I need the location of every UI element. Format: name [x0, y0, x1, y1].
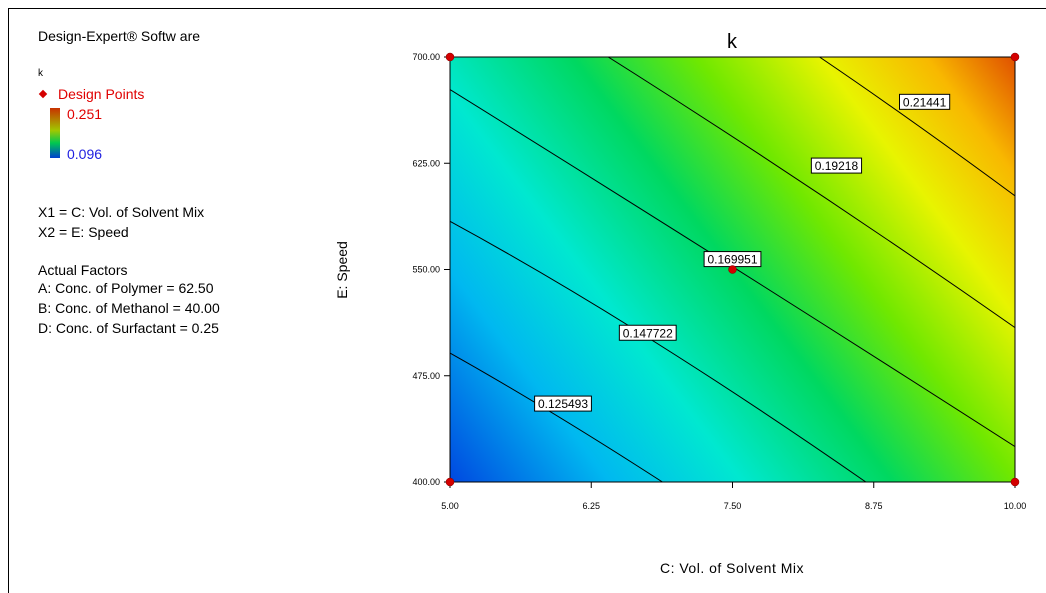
x1-factor: X1 = C: Vol. of Solvent Mix [38, 204, 205, 220]
design-point [445, 52, 455, 62]
scale-high-value: 0.251 [67, 106, 103, 122]
contour-line [819, 57, 1015, 197]
y-tick-label: 625.00 [412, 158, 440, 168]
x-tick-label: 7.50 [724, 501, 742, 511]
x-tick-label: 10.00 [1004, 501, 1027, 511]
contour-label: 0.169951 [707, 253, 757, 267]
scale-low-value: 0.096 [67, 146, 103, 162]
y-tick-label: 700.00 [412, 52, 440, 62]
x-axis-ticks: 5.00 6.25 7.50 8.75 10.00 [441, 482, 1026, 511]
x-tick-label: 8.75 [865, 501, 883, 511]
design-point [1010, 477, 1020, 487]
contour-label: 0.19218 [815, 159, 859, 173]
x-axis-label: C: Vol. of Solvent Mix [660, 560, 804, 576]
x2-factor: X2 = E: Speed [38, 224, 129, 240]
design-point [728, 265, 737, 274]
figure-frame [8, 8, 1046, 593]
factor-d: D: Conc. of Surfactant = 0.25 [38, 320, 219, 336]
x-tick-label: 5.00 [441, 501, 459, 511]
response-label: k [38, 68, 43, 79]
design-point [1010, 52, 1020, 62]
design-points-legend: Design Points [38, 86, 145, 102]
y-tick-label: 475.00 [412, 371, 440, 381]
design-points-label: Design Points [58, 86, 145, 102]
y-axis-label: E: Speed [334, 241, 350, 299]
y-tick-label: 550.00 [412, 265, 440, 275]
software-name: Design-Expert® Softw are [38, 28, 201, 44]
contour-line [607, 57, 1015, 328]
contour-label: 0.21441 [903, 95, 947, 109]
contour-label-box [534, 395, 592, 412]
y-tick-label: 400.00 [412, 477, 440, 487]
contour-label: 0.125493 [538, 397, 588, 411]
factor-a: A: Conc. of Polymer = 62.50 [38, 280, 214, 296]
color-scale-bar [50, 108, 60, 158]
contour-line [450, 352, 663, 482]
design-points [445, 52, 1020, 487]
factor-b: B: Conc. of Methanol = 40.00 [38, 300, 220, 316]
contour-label-box [810, 157, 863, 174]
design-point [445, 477, 455, 487]
y-axis-ticks: 400.00 475.00 550.00 625.00 700.00 [412, 52, 450, 487]
contour-label-box [618, 324, 677, 341]
chart-title: k [727, 31, 738, 53]
actual-factors-header: Actual Factors [38, 262, 128, 278]
contour-labels: 0.125493 0.147722 0.169951 0.19218 0.21441 [534, 93, 951, 412]
x-tick-label: 6.25 [582, 501, 600, 511]
contour-label: 0.147722 [623, 326, 673, 340]
contour-label-box [899, 93, 951, 110]
